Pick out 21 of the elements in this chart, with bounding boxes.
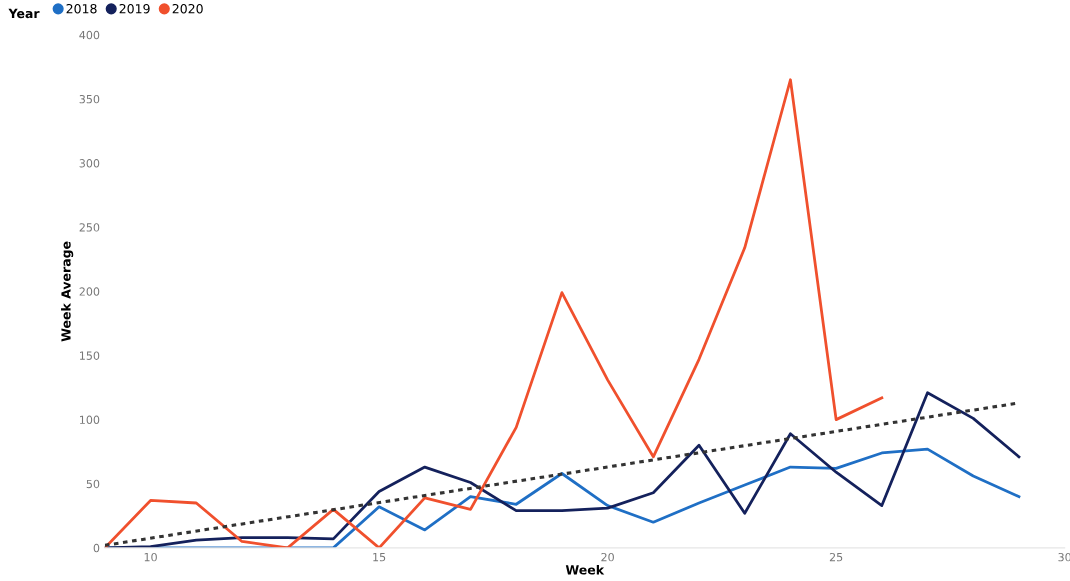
y-tick-label: 100 <box>80 415 100 425</box>
y-tick-label: 150 <box>80 351 100 360</box>
y-axis-title: Week Average <box>61 241 74 342</box>
x-tick-label: 20 <box>601 552 614 562</box>
y-tick-label: 300 <box>79 159 100 168</box>
x-tick-label: 10 <box>144 552 157 562</box>
y-tick-label: 350 <box>79 94 100 104</box>
legend-title: Year <box>8 8 40 19</box>
x-axis-title: Week <box>565 564 605 575</box>
x-tick-label: 25 <box>829 552 843 562</box>
legend-label: 2018 <box>66 3 97 14</box>
legend-label: 2019 <box>119 3 150 14</box>
y-tick-label: 0 <box>93 543 100 553</box>
x-tick-label: 30 <box>1058 552 1070 562</box>
y-tick-label: 200 <box>79 287 100 296</box>
legend-label: 2020 <box>172 3 203 14</box>
x-tick-label: 15 <box>373 553 386 562</box>
line-series <box>104 78 884 548</box>
y-tick-label: 400 <box>79 30 100 40</box>
y-tick-label: 50 <box>86 479 100 489</box>
y-tick-label: 250 <box>79 223 100 232</box>
